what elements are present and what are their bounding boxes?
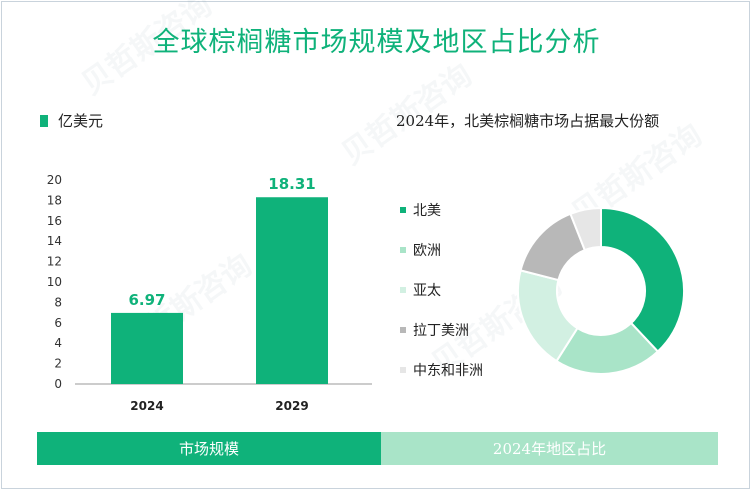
donut-slice-4 <box>569 206 602 252</box>
y-tick-label: 4 <box>54 336 62 350</box>
legend-swatch <box>400 367 406 373</box>
legend-label: 亚太 <box>413 283 441 299</box>
y-tick-label: 18 <box>47 193 62 207</box>
legend-swatch <box>400 327 406 333</box>
legend-item: 中东和非洲 <box>400 360 483 380</box>
y-tick-label: 12 <box>47 255 62 269</box>
y-tick-label: 8 <box>54 295 62 309</box>
legend-swatch <box>400 207 406 213</box>
legend-label: 欧洲 <box>413 243 441 259</box>
y-tick-label: 14 <box>47 234 62 248</box>
legend-swatch <box>400 247 406 253</box>
band-region-share: 2024年地区占比 <box>381 432 718 465</box>
band-market-size: 市场规模 <box>37 432 381 465</box>
y-tick-label: 0 <box>54 377 62 391</box>
bar-value-label: 18.31 <box>268 175 315 193</box>
y-tick-label: 20 <box>47 173 62 187</box>
x-tick-label: 2024 <box>130 399 163 413</box>
legend-label: 中东和非洲 <box>413 363 483 379</box>
unit-legend-swatch <box>40 114 48 127</box>
legend-item: 拉丁美洲 <box>400 320 469 340</box>
unit-legend-label: 亿美元 <box>58 112 104 130</box>
bar-chart: 0 2 4 6 8 10 12 14 16 18 20 6.97 2024 18.31 2029 <box>47 173 372 413</box>
bar-2024 <box>111 312 183 384</box>
y-tick-label: 2 <box>54 357 62 371</box>
donut-subtitle: 2024年，北美棕榈糖市场占据最大份额 <box>396 112 660 130</box>
y-tick-label: 6 <box>54 316 62 330</box>
legend-label: 拉丁美洲 <box>413 323 469 339</box>
page-title: 全球棕榈糖市场规模及地区占比分析 <box>152 27 601 58</box>
legend-label: 北美 <box>413 203 441 219</box>
unit-legend: 亿美元 <box>40 110 103 131</box>
bar-2029 <box>256 197 328 384</box>
legend-item: 欧洲 <box>400 240 441 260</box>
donut-slice-0 <box>600 206 685 353</box>
legend-swatch <box>400 287 406 293</box>
legend-item: 北美 <box>400 200 441 220</box>
y-tick-label: 16 <box>47 214 62 228</box>
y-tick-label: 10 <box>47 275 62 289</box>
bar-value-label: 6.97 <box>128 291 165 309</box>
legend-item: 亚太 <box>400 280 441 300</box>
x-tick-label: 2029 <box>275 399 308 413</box>
donut-chart <box>517 206 685 375</box>
